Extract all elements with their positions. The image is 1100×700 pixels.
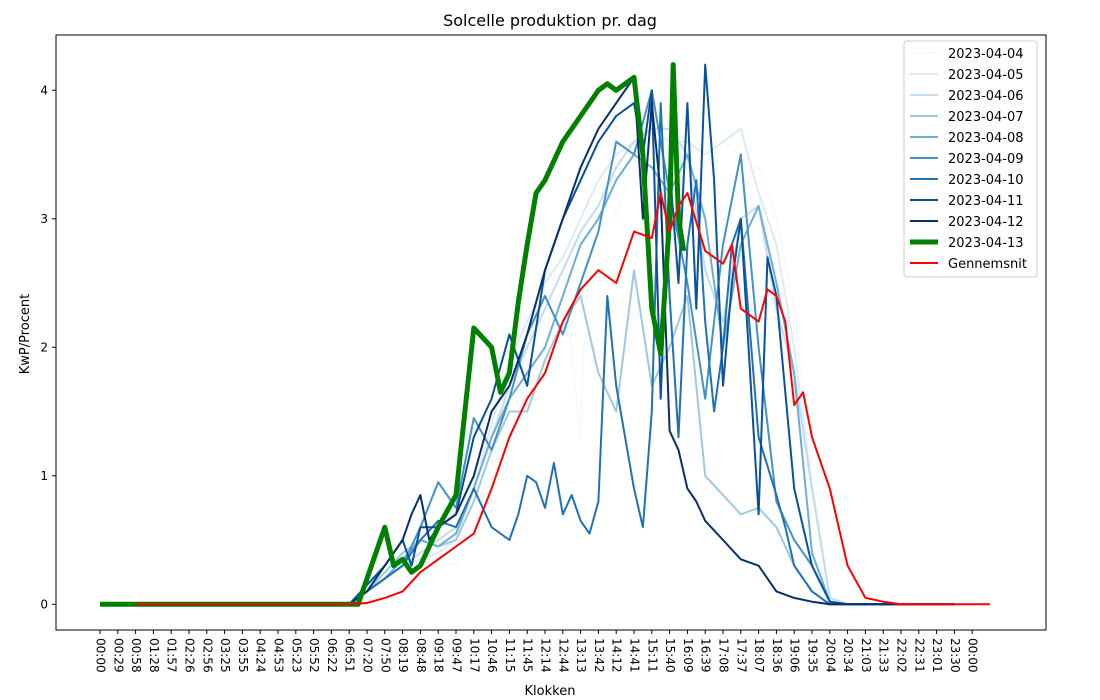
- series-line-9: [100, 76, 955, 606]
- x-tick-label: 05:52: [307, 638, 321, 673]
- series-line-1: [100, 140, 955, 606]
- x-tick-label: 09:47: [450, 638, 464, 673]
- x-tick-label: 00:29: [111, 638, 125, 673]
- x-tick-label: 18:07: [752, 638, 766, 673]
- series-line-11: [135, 192, 990, 606]
- chart-title: Solcelle produktion pr. dag: [443, 11, 657, 30]
- legend-label: 2023-04-10: [948, 173, 1024, 188]
- x-tick-label: 13:42: [592, 638, 606, 673]
- series-line-3: [100, 127, 955, 606]
- x-tick-label: 22:31: [912, 638, 926, 673]
- x-tick-label: 12:14: [539, 638, 553, 673]
- x-tick-label: 01:28: [147, 638, 161, 673]
- x-tick-label: 04:24: [254, 638, 268, 673]
- x-tick-label: 20:04: [823, 638, 837, 673]
- x-tick-label: 04:53: [272, 638, 286, 673]
- x-tick-label: 07:50: [378, 638, 392, 673]
- x-tick-label: 02:26: [183, 638, 197, 673]
- x-tick-label: 08:19: [396, 638, 410, 673]
- x-tick-label: 17:37: [734, 638, 748, 673]
- x-tick-label: 14:12: [610, 638, 624, 673]
- legend-label: 2023-04-06: [948, 89, 1024, 104]
- y-tick-label: 1: [40, 469, 48, 483]
- legend-label: 2023-04-04: [948, 47, 1024, 62]
- x-tick-label: 19:06: [788, 638, 802, 673]
- plot-frame: [55, 34, 1047, 631]
- x-tick-label: 23:30: [948, 638, 962, 673]
- x-tick-label: 14:41: [628, 638, 642, 673]
- x-tick-label: 11:45: [521, 638, 535, 673]
- x-tick-label: 21:03: [859, 638, 873, 673]
- y-tick-label: 4: [40, 83, 48, 97]
- legend-label: Gennemsnit: [948, 257, 1027, 272]
- y-axis-label: KwP/Procent: [18, 294, 33, 374]
- x-tick-label: 10:17: [467, 638, 481, 673]
- x-tick-label: 03:25: [218, 638, 232, 673]
- x-tick-label: 21:33: [877, 638, 891, 673]
- legend-label: 2023-04-12: [948, 215, 1024, 230]
- x-tick-label: 06:51: [343, 638, 357, 673]
- x-tick-label: 20:34: [841, 638, 855, 673]
- series-line-2: [100, 127, 955, 606]
- x-tick-label: 00:00: [966, 638, 980, 673]
- x-tick-label: 16:39: [699, 638, 713, 673]
- x-tick-label: 18:36: [770, 638, 784, 673]
- x-tick-label: 15:40: [663, 638, 677, 673]
- y-tick-label: 2: [40, 340, 48, 354]
- x-tick-label: 03:55: [236, 638, 250, 673]
- x-tick-label: 12:44: [556, 638, 570, 673]
- legend-label: 2023-04-07: [948, 110, 1024, 125]
- x-tick-label: 00:00: [94, 638, 108, 673]
- x-tick-label: 11:15: [503, 638, 517, 673]
- x-tick-label: 09:18: [432, 638, 446, 673]
- x-tick-label: 15:11: [645, 638, 659, 673]
- x-tick-label: 23:01: [930, 638, 944, 673]
- legend-label: 2023-04-08: [948, 131, 1024, 146]
- x-tick-label: 10:46: [485, 638, 499, 673]
- series-line-7: [100, 102, 955, 606]
- x-tick-label: 19:35: [806, 638, 820, 673]
- legend-label: 2023-04-05: [948, 68, 1024, 83]
- x-tick-label: 01:57: [165, 638, 179, 673]
- x-tick-label: 02:56: [200, 638, 214, 673]
- legend-label: 2023-04-13: [948, 236, 1024, 251]
- series-line-10: [100, 62, 687, 607]
- x-tick-label: 08:48: [414, 638, 428, 673]
- x-axis-label: Klokken: [525, 684, 576, 699]
- legend-label: 2023-04-09: [948, 152, 1024, 167]
- x-tick-label: 06:22: [325, 638, 339, 673]
- x-tick-label: 17:08: [717, 638, 731, 673]
- x-tick-label: 00:58: [129, 638, 143, 673]
- legend-box: [903, 40, 1038, 278]
- y-tick-label: 3: [40, 212, 48, 226]
- x-tick-label: 22:02: [895, 638, 909, 673]
- y-tick-label: 0: [40, 597, 48, 611]
- x-tick-label: 05:23: [289, 638, 303, 673]
- legend: 2023-04-04 2023-04-05 2023-04-06 2023-04-07…: [903, 40, 1038, 278]
- legend-label: 2023-04-11: [948, 194, 1024, 209]
- x-tick-label: 07:20: [361, 638, 375, 673]
- x-tick-label: 13:13: [574, 638, 588, 673]
- x-tick-label: 16:09: [681, 638, 695, 673]
